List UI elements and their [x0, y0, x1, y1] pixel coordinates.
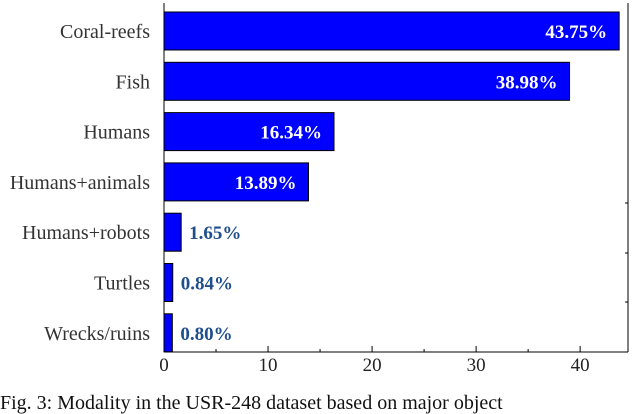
value-label: 38.98%: [496, 72, 558, 93]
x-tick-label: 10: [259, 355, 278, 376]
category-label: Turtles: [94, 273, 150, 295]
value-label: 13.89%: [235, 173, 297, 194]
category-label: Wrecks/ruins: [44, 323, 150, 345]
category-label: Humans+animals: [10, 172, 150, 194]
category-label: Coral-reefs: [60, 21, 150, 43]
figure-caption: Fig. 3: Modality in the USR-248 dataset …: [0, 392, 503, 414]
category-label: Humans+robots: [22, 222, 150, 244]
x-tick-label: 40: [571, 355, 590, 376]
bars-layer: [163, 11, 620, 353]
value-label: 43.75%: [545, 22, 607, 43]
value-labels: 43.75% 38.98% 16.34% 13.89% 1.65% 0.84% 0.80%: [180, 22, 607, 345]
bar-humans: [163, 112, 335, 152]
bar-humans-animals: [163, 162, 310, 202]
bar-humans-robots: [163, 212, 182, 252]
bar-turtles: [163, 263, 174, 302]
category-labels: Coral-reefs Fish Humans Humans+animals Human…: [10, 21, 150, 345]
bar-coral-reefs: [163, 11, 620, 51]
bar-chart: Coral-reefs Fish Humans Humans+animals Human…: [10, 3, 629, 376]
bar-fish: [163, 61, 571, 101]
value-label: 0.80%: [180, 324, 232, 345]
value-label: 0.84%: [181, 274, 233, 295]
category-label: Humans: [83, 122, 150, 144]
category-label: Fish: [116, 71, 150, 93]
value-label: 1.65%: [189, 223, 241, 244]
value-label: 16.34%: [260, 123, 322, 144]
x-tick-label: 20: [363, 355, 382, 376]
axes: 0 10 20 30 40: [159, 3, 629, 376]
x-tick-label: 0: [159, 355, 169, 376]
bar-wrecks-ruins: [163, 313, 173, 353]
x-tick-label: 30: [467, 355, 486, 376]
